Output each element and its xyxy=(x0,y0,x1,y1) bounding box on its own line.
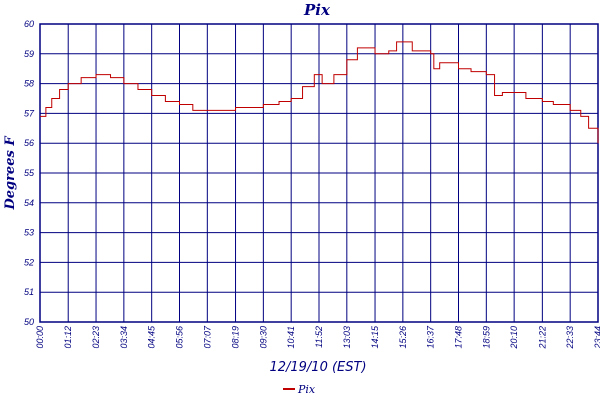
x-tick-label: 20:10 xyxy=(509,326,519,350)
x-tick-label: 17:48 xyxy=(454,326,464,349)
series-line-pix xyxy=(40,41,599,144)
y-tick-label: 58 xyxy=(24,79,34,89)
x-tick-label: 10:41 xyxy=(286,326,296,349)
y-tick-label: 57 xyxy=(24,108,35,118)
x-tick-label: 13:03 xyxy=(342,326,352,349)
x-tick-label: 07:07 xyxy=(202,325,212,349)
y-tick-label: 53 xyxy=(24,228,34,238)
legend: Pix xyxy=(283,383,316,396)
x-tick-label: 02:23 xyxy=(91,326,101,349)
y-tick-label: 50 xyxy=(24,317,34,327)
x-tick-label: 05:56 xyxy=(175,326,185,349)
x-tick-label: 21:22 xyxy=(537,326,547,350)
y-tick-label: 52 xyxy=(24,257,34,267)
x-tick-label: 08:19 xyxy=(231,326,241,349)
x-axis: 00:00 01:12 02:23 03:34 04:45 05:56 07:07 08:19… xyxy=(35,325,600,350)
x-tick-label: 14:15 xyxy=(370,325,380,349)
y-tick-label: 60 xyxy=(24,19,34,29)
y-axis: 50 51 52 53 54 55 56 57 58 59 60 xyxy=(24,19,35,327)
x-tick-label: 09:30 xyxy=(258,326,268,349)
chart-title: Pix xyxy=(303,1,331,19)
x-tick-label: 23:44 xyxy=(593,326,600,350)
x-tick-label: 11:52 xyxy=(314,326,324,348)
x-tick-label: 04:45 xyxy=(147,325,157,349)
x-axis-label: 12/19/10 (EST) xyxy=(269,360,366,375)
y-tick-label: 56 xyxy=(24,138,34,148)
y-tick-label: 54 xyxy=(24,198,34,208)
x-tick-label: 03:34 xyxy=(119,326,129,349)
x-tick-label: 15:26 xyxy=(398,326,408,349)
y-tick-label: 51 xyxy=(24,287,34,297)
x-tick-label: 00:00 xyxy=(35,326,45,349)
grid xyxy=(39,23,599,323)
x-tick-label: 16:37 xyxy=(426,325,436,349)
x-tick-label: 18:59 xyxy=(481,326,491,349)
plot-frame xyxy=(39,23,599,323)
legend-label: Pix xyxy=(297,383,316,396)
y-tick-label: 55 xyxy=(24,168,35,178)
y-tick-label: 59 xyxy=(24,49,34,59)
x-tick-label: 22:33 xyxy=(565,326,575,350)
x-tick-label: 01:12 xyxy=(63,326,73,349)
y-axis-label: Degrees F xyxy=(3,136,18,211)
